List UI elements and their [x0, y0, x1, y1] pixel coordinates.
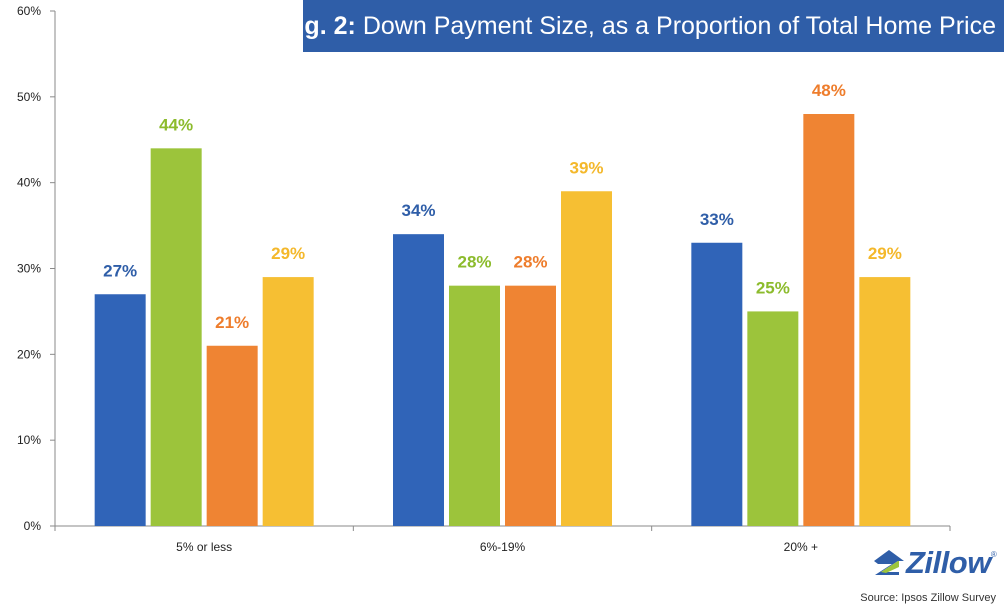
y-tick-label: 10%	[17, 433, 41, 447]
bar-value-label: 27%	[103, 261, 137, 280]
zillow-house-icon	[874, 550, 904, 575]
bar-value-label: 44%	[159, 115, 193, 134]
bar-value-label: 33%	[700, 210, 734, 229]
bar-value-label: 25%	[756, 278, 790, 297]
chart-title: Down Payment Size, as a Proportion of To…	[362, 11, 996, 40]
bar-value-label: 29%	[868, 244, 902, 263]
bar-value-label: 48%	[812, 81, 846, 100]
x-category-label: 20% +	[784, 540, 818, 554]
bar	[262, 277, 314, 526]
bar-value-label: 34%	[401, 201, 435, 220]
registered-mark: ®	[990, 550, 997, 559]
bar-value-label: 21%	[215, 313, 249, 332]
source-note: Source: Ipsos Zillow Survey	[860, 592, 996, 604]
zillow-logo: Zillow ®	[872, 544, 997, 580]
figure-label: Fig. 2:	[282, 11, 356, 40]
bar	[803, 114, 855, 526]
x-category-label: 5% or less	[176, 540, 232, 554]
y-tick-label: 50%	[17, 90, 41, 104]
bar-value-label: 39%	[569, 158, 603, 177]
y-tick-label: 40%	[17, 176, 41, 190]
bar	[691, 242, 743, 526]
y-tick-label: 0%	[24, 519, 42, 533]
bar	[150, 148, 202, 527]
bar	[393, 234, 444, 526]
x-category-label: 6%-19%	[480, 540, 526, 554]
bar	[94, 294, 146, 526]
bar-value-label: 28%	[457, 253, 491, 272]
title-banner: Fig. 2: Down Payment Size, as a Proporti…	[282, 0, 1004, 52]
bar	[505, 285, 556, 526]
bar	[859, 277, 911, 526]
y-tick-label: 20%	[17, 347, 41, 361]
y-tick-label: 30%	[17, 262, 41, 276]
bar-value-label: 28%	[513, 253, 547, 272]
logo-wordmark: Zillow	[906, 544, 991, 580]
y-tick-label: 60%	[17, 4, 41, 18]
bar	[206, 345, 258, 526]
bar-value-label: 29%	[271, 244, 305, 263]
bar	[561, 191, 612, 526]
bar	[747, 311, 799, 526]
bar	[449, 285, 500, 526]
